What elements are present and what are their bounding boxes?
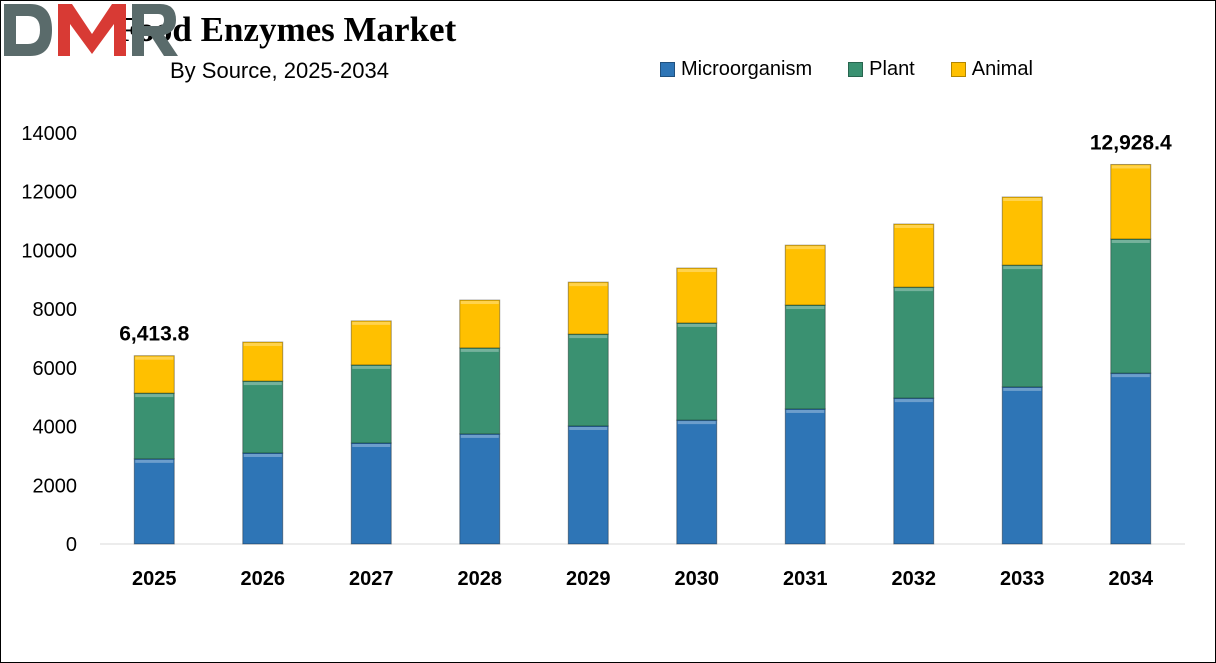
bar-bevel [135,394,174,398]
legend-swatch-plant [848,62,864,77]
x-tick-label: 2025 [132,568,177,590]
bar-bevel [1111,374,1150,378]
x-tick-label: 2031 [783,568,828,590]
data-label: 6,413.8 [119,323,189,346]
bar-bevel [569,426,608,430]
bar-segment-animal [893,223,935,288]
bar-bevel [1003,266,1042,270]
bar-segment-microorganism [1001,386,1043,545]
bar-segment-plant [1001,264,1043,388]
bar-bevel [352,365,391,369]
bar-bevel [352,444,391,448]
bar-segment-animal [459,299,501,349]
y-tick-label: 14000 [21,123,77,145]
data-label: 12,928.4 [1090,131,1172,154]
legend-item-animal: Animal [950,58,1033,81]
bar-segment-plant [893,286,935,399]
bar-segment-animal [1110,163,1152,240]
bar-bevel [243,453,282,457]
bar-bevel [786,409,825,413]
bar-bevel [677,323,716,327]
bar-segment-animal [784,244,826,306]
bar-segment-plant [784,304,826,410]
bar-segment-microorganism [133,458,175,545]
bar-bevel [243,382,282,386]
bar-bevel [460,434,499,438]
y-tick-label: 6000 [33,358,78,380]
bar-segment-animal [350,320,392,366]
bar-bevel [1003,387,1042,391]
legend: Microorganism Plant Animal [660,58,1069,81]
bar-segment-plant [676,322,718,421]
x-tick-label: 2032 [892,568,937,590]
x-tick-label: 2028 [458,568,503,590]
bar-segment-plant [242,380,284,454]
bar-bevel [352,321,391,325]
legend-label: Plant [869,58,915,80]
bar-bevel [786,246,825,250]
bar-bevel [1111,239,1150,243]
bar-bevel [1111,165,1150,169]
legend-label: Microorganism [681,58,813,80]
bar-bevel [569,335,608,339]
bar-bevel [1003,197,1042,201]
bar-segment-microorganism [893,397,935,545]
bar-bevel [894,399,933,403]
bar-segment-microorganism [567,425,609,545]
bar-segment-microorganism [1110,372,1152,545]
legend-label: Animal [971,58,1033,80]
bar-bevel [894,225,933,229]
dmr-logo [4,4,178,56]
bar-segment-plant [1110,238,1152,374]
bar-segment-plant [350,364,392,444]
bar-bevel [243,343,282,347]
bar-segment-plant [459,347,501,435]
y-tick-label: 10000 [21,240,77,262]
x-tick-label: 2033 [1000,568,1045,590]
y-tick-label: 0 [66,534,77,556]
bar-segment-microorganism [242,452,284,545]
bar-bevel [786,306,825,310]
x-tick-label: 2027 [349,568,394,590]
bar-segment-microorganism [784,408,826,545]
bar-segment-animal [1001,196,1043,266]
y-tick-label: 12000 [21,182,77,204]
legend-item-microorganism: Microorganism [660,58,812,81]
bar-segment-animal [242,341,284,382]
x-tick-label: 2034 [1109,568,1154,590]
bar-bevel [894,288,933,292]
bar-bevel [677,269,716,273]
chart-subtitle: By Source, 2025-2034 [170,58,389,83]
bar-segment-microorganism [676,419,718,545]
y-tick-label: 2000 [33,475,78,497]
bar-bevel [460,348,499,352]
bar-segment-microorganism [350,442,392,545]
bar-bevel [677,421,716,425]
x-tick-label: 2026 [241,568,286,590]
bar-segment-plant [567,333,609,427]
bar-bevel [569,283,608,287]
legend-item-plant: Plant [848,58,915,81]
bar-bevel [135,459,174,463]
x-tick-label: 2029 [566,568,611,590]
legend-swatch-animal [950,62,966,77]
bar-bevel [135,356,174,360]
bar-segment-plant [133,392,175,460]
x-tick-label: 2030 [675,568,720,590]
legend-swatch-microorganism [660,62,675,77]
bar-segment-microorganism [459,433,501,545]
bar-segment-animal [676,267,718,324]
bar-bevel [460,301,499,305]
bar-segment-animal [567,281,609,335]
y-tick-label: 8000 [33,299,78,321]
bar-segment-animal [133,355,175,394]
y-tick-label: 4000 [33,417,78,439]
